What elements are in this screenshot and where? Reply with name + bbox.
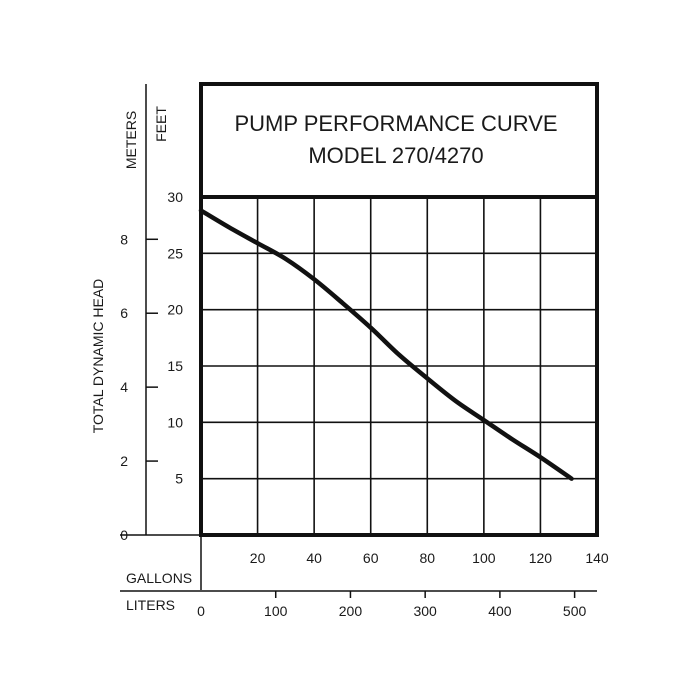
gallons-tick-label: 120 [529, 550, 553, 566]
gallons-unit-label: GALLONS [126, 570, 192, 586]
meters-tick-label: 2 [120, 453, 128, 469]
feet-tick-label: 30 [167, 189, 183, 205]
title-box [199, 82, 599, 199]
liters-tick-label: 500 [563, 603, 587, 619]
feet-tick-label: 10 [167, 414, 183, 430]
feet-unit-label: FEET [153, 106, 169, 142]
gallons-tick-label: 80 [419, 550, 435, 566]
liters-tick-label: 200 [339, 603, 363, 619]
chart-title-line1: PUMP PERFORMANCE CURVE [234, 111, 557, 136]
liters-tick-label: 100 [264, 603, 288, 619]
liters-tick-label: 400 [488, 603, 512, 619]
meters-unit-label: METERS [123, 111, 139, 169]
feet-tick-label: 25 [167, 245, 183, 261]
meters-tick-label: 6 [120, 305, 128, 321]
liters-tick-label: 0 [197, 603, 205, 619]
liters-tick-label: 300 [413, 603, 437, 619]
performance-curve [198, 208, 574, 481]
gallons-tick-label: 20 [250, 550, 266, 566]
gallons-tick-label: 140 [585, 550, 609, 566]
liters-unit-label: LITERS [126, 597, 175, 613]
feet-tick-label: 20 [167, 302, 183, 318]
y-axis-label: TOTAL DYNAMIC HEAD [90, 279, 106, 434]
feet-tick-label: 15 [167, 358, 183, 374]
gallons-tick-label: 100 [472, 550, 496, 566]
chart-title-line2: MODEL 270/4270 [308, 143, 483, 168]
meters-tick-label: 8 [120, 231, 128, 247]
feet-tick-label: 5 [175, 471, 183, 487]
gallons-tick-label: 60 [363, 550, 379, 566]
gallons-tick-label: 40 [306, 550, 322, 566]
meters-tick-label: 4 [120, 379, 128, 395]
grid [201, 197, 597, 535]
